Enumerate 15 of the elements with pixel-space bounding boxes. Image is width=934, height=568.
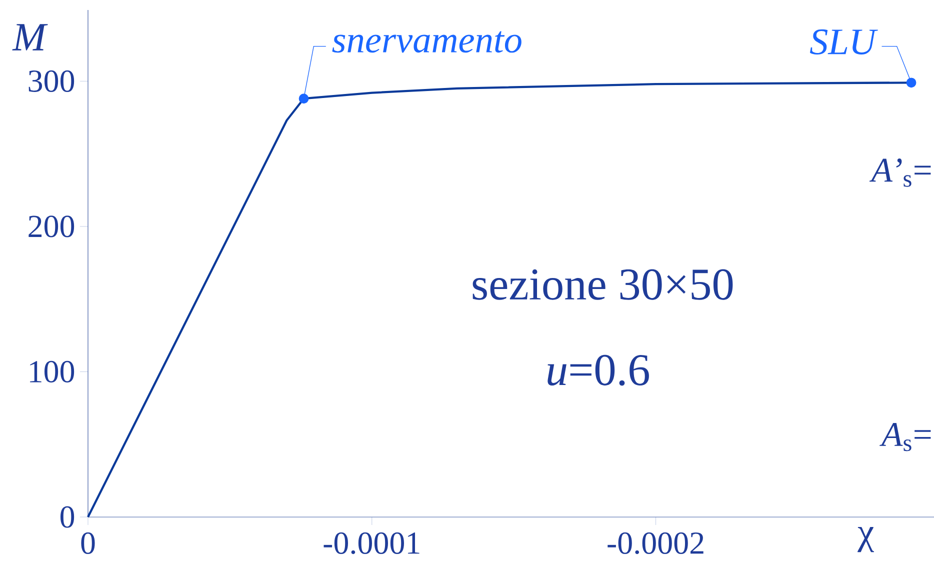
annotation: SLU — [810, 29, 878, 54]
annotation: A$_{s}$= — [880, 423, 931, 452]
annotation: u=0.6 — [548, 354, 649, 386]
annotation: snervamento — [332, 31, 522, 53]
annotation: sezione 30×50 — [472, 269, 733, 300]
annotation: A’$_{s}$= — [869, 158, 931, 187]
y-tick-label: 300 — [28, 70, 74, 92]
x-axis-title: χ — [858, 527, 874, 552]
y-tick-label: 0 — [60, 506, 74, 528]
y-axis-title: M — [12, 24, 48, 50]
x-tick-label: 0 — [81, 532, 95, 554]
x-tick-label: -0.0001 — [324, 532, 420, 554]
y-tick-label: 200 — [28, 216, 74, 238]
y-tick-label: 100 — [30, 360, 74, 383]
x-tick-label: -0.0002 — [608, 532, 704, 554]
